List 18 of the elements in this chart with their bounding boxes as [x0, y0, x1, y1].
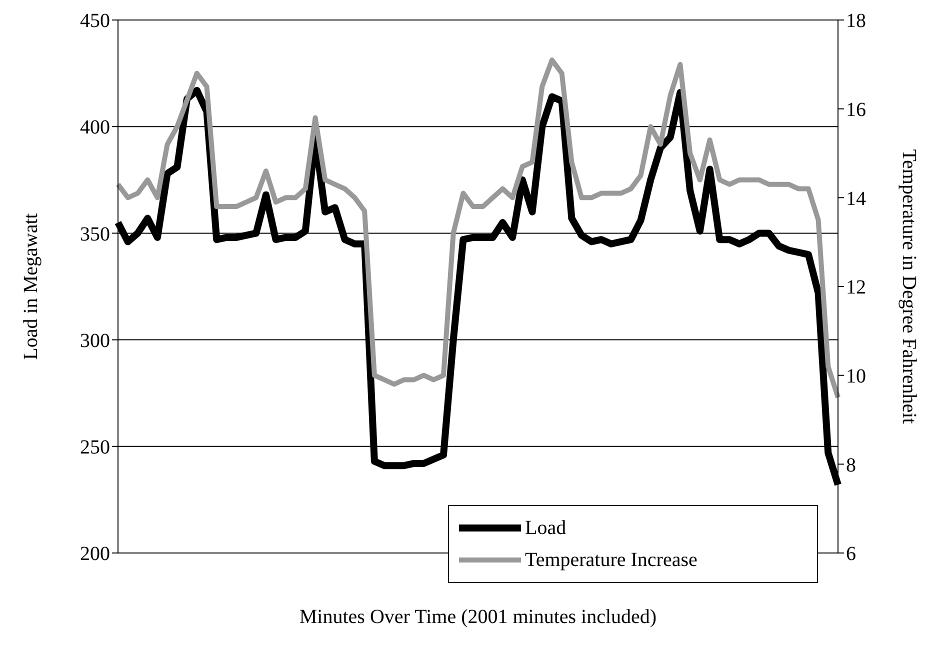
y2-tick-label: 16 [846, 98, 866, 121]
y-tick-label: 350 [80, 223, 110, 246]
y-tick-label: 300 [80, 330, 110, 352]
x-axis-title: Minutes Over Time (2001 minutes included) [299, 606, 657, 628]
y-axis-title: Load in Megawatt [20, 212, 42, 360]
y2-tick-label: 18 [846, 10, 866, 32]
y-tick-label: 200 [80, 543, 110, 566]
y2-tick-label: 6 [846, 543, 856, 566]
legend-label: Temperature Increase [525, 548, 698, 572]
y2-tick-label: 8 [846, 454, 856, 476]
y2-axis-title: Temperature in Degree Fahrenheit [898, 149, 920, 424]
y2-tick-label: 14 [846, 188, 866, 210]
y2-tick-label: 12 [846, 276, 866, 299]
legend-label: Load [525, 516, 566, 540]
y-tick-label: 450 [80, 10, 110, 32]
y-tick-label: 400 [80, 116, 110, 139]
y-tick-label: 250 [80, 436, 110, 458]
y2-tick-label: 10 [846, 365, 866, 388]
